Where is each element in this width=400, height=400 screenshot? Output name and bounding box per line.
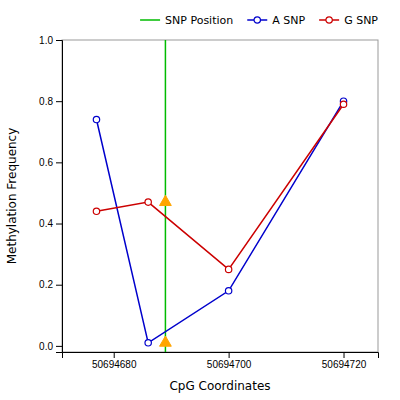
legend-swatch (140, 19, 160, 21)
point (93, 208, 99, 214)
line (96, 101, 343, 343)
point (225, 266, 231, 272)
legend-item: G SNP (319, 14, 378, 27)
plot-frame (62, 40, 378, 352)
y-axis-title: Methylation Frequency (5, 128, 19, 265)
series (160, 195, 172, 346)
tick-mark (56, 346, 62, 347)
line (96, 104, 343, 269)
legend-swatch (326, 17, 332, 23)
series (93, 101, 346, 273)
tick-mark (56, 224, 62, 225)
tick-mark (114, 352, 115, 358)
tick: 0.8 (39, 96, 62, 107)
point (225, 288, 231, 294)
series (93, 98, 346, 346)
point (340, 101, 346, 107)
point (145, 340, 151, 346)
tick-label: 0.2 (39, 279, 53, 290)
tick-mark (344, 352, 345, 358)
tick: 0.6 (39, 157, 62, 168)
point (160, 195, 172, 205)
plot: 50694680 50694700 50694720 0.0 0.2 0.4 0.6 0.8 1… (5, 35, 379, 393)
tick-mark (56, 101, 62, 102)
point (93, 116, 99, 122)
legend-item: SNP Position (140, 14, 233, 27)
legend-label: A SNP (272, 14, 305, 27)
tick: 0.0 (39, 341, 62, 352)
tick-label: 50694720 (322, 359, 367, 370)
point (145, 199, 151, 205)
legend-item: A SNP (247, 14, 305, 27)
tick-label: 0.6 (39, 157, 53, 168)
x-axis: 50694680 50694700 50694720 (63, 352, 379, 370)
legend-label: G SNP (344, 14, 378, 27)
chart: 50694680 50694700 50694720 0.0 0.2 0.4 0.6 0.8 1… (0, 0, 400, 400)
y-axis: 0.0 0.2 0.4 0.6 0.8 1.0 (39, 35, 62, 353)
tick-label: 0.4 (39, 218, 53, 229)
tick: 50694680 (92, 352, 137, 370)
tick: 0.2 (39, 279, 62, 290)
legend-label: SNP Position (165, 14, 233, 27)
tick: 0.4 (39, 218, 62, 229)
legend: SNP Position A SNP G SNP (140, 14, 378, 27)
tick-mark (56, 40, 62, 41)
tick-label: 50694700 (207, 359, 252, 370)
point (160, 336, 172, 346)
tick-label: 50694680 (92, 359, 137, 370)
tick: 1.0 (39, 35, 62, 46)
tick-mark (56, 162, 62, 163)
tick: 50694720 (322, 352, 367, 370)
x-axis-title: CpG Coordinates (169, 379, 270, 393)
tick-label: 1.0 (39, 35, 53, 46)
legend-swatch (254, 17, 260, 23)
marks (93, 40, 346, 352)
tick-mark (229, 352, 230, 358)
tick-label: 0.0 (39, 341, 53, 352)
axis-line (56, 41, 63, 353)
tick: 50694700 (207, 352, 252, 370)
tick-label: 0.8 (39, 96, 53, 107)
axis-line (63, 353, 379, 359)
tick-mark (56, 285, 62, 286)
